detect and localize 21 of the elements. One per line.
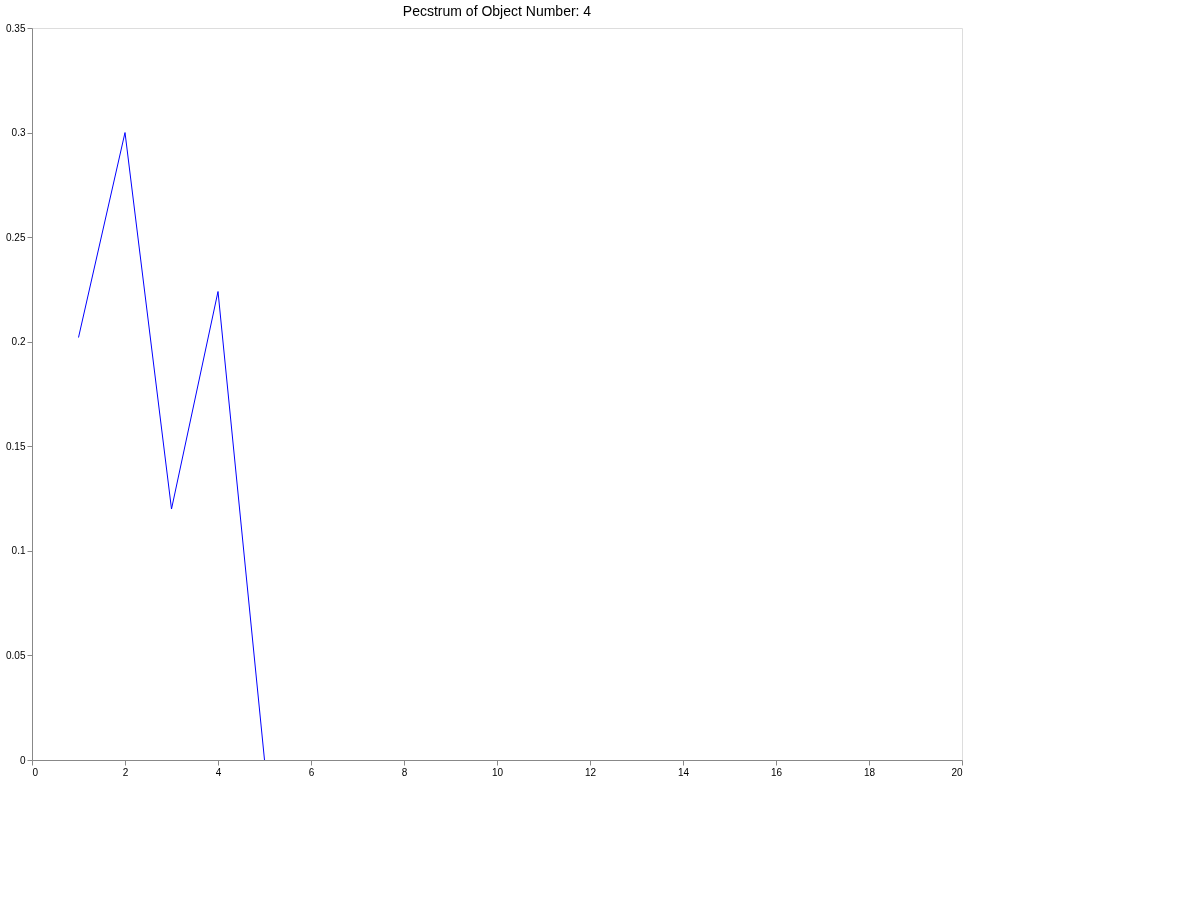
y-tick-label: 0 (19, 754, 26, 766)
x-tick-label: 20 (951, 766, 963, 778)
x-tick-label: 4 (215, 766, 222, 778)
chart-title: Pecstrum of Object Number: 4 (402, 3, 592, 19)
y-tick-label: 0.1 (11, 545, 26, 557)
y-tick-label: 0.05 (6, 649, 26, 661)
x-tick-label: 12 (584, 766, 597, 778)
x-tick-label: 10 (491, 766, 504, 778)
y-tick-label: 0.15 (6, 440, 26, 452)
y-tick-label: 0.35 (6, 22, 26, 34)
line-series (78, 132, 265, 761)
x-tick-label: 0 (32, 766, 39, 778)
x-tick-label: 14 (677, 766, 690, 778)
y-tick-label: 0.25 (6, 231, 26, 243)
y-tick-label: 0.2 (11, 336, 26, 348)
x-tick-label: 8 (401, 766, 408, 778)
x-tick-label: 6 (308, 766, 315, 778)
y-tick-label: 0.3 (11, 127, 26, 139)
x-tick-label: 18 (863, 766, 876, 778)
x-tick-label: 2 (122, 766, 129, 778)
x-tick-label: 16 (770, 766, 783, 778)
